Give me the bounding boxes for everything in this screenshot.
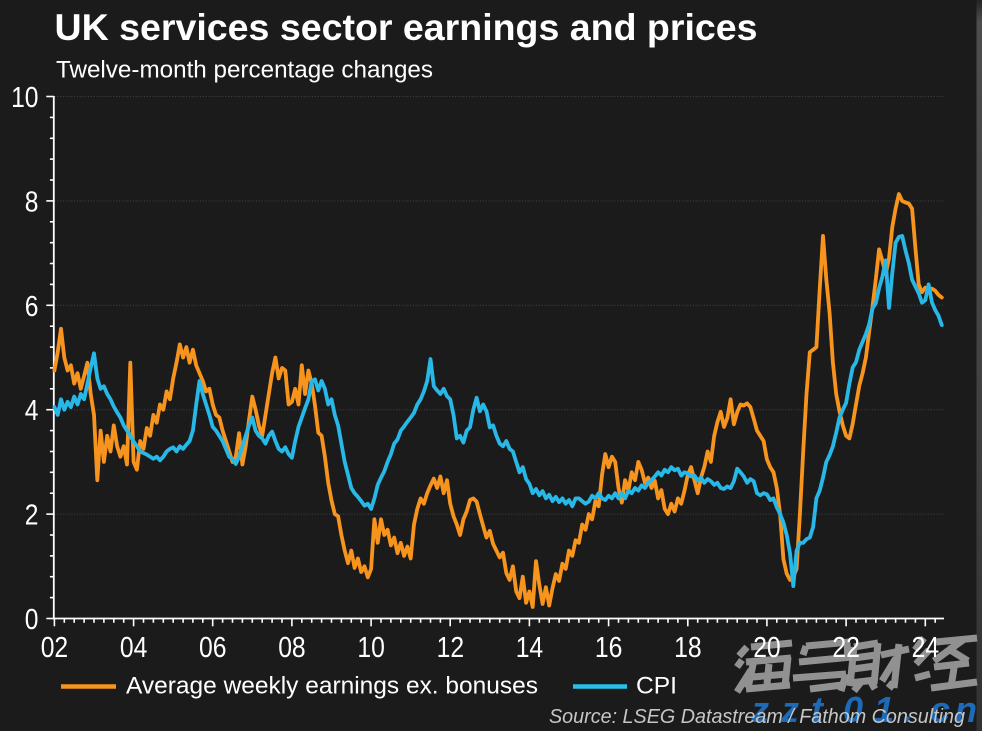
svg-text:2: 2 <box>25 500 39 532</box>
svg-text:22: 22 <box>832 632 860 664</box>
svg-text:Twelve-month percentage change: Twelve-month percentage changes <box>56 57 433 84</box>
svg-text:04: 04 <box>120 632 147 664</box>
svg-text:14: 14 <box>516 632 544 664</box>
svg-text:24: 24 <box>912 632 940 664</box>
svg-text:10: 10 <box>11 82 38 114</box>
svg-text:20: 20 <box>753 632 781 664</box>
svg-text:16: 16 <box>595 632 623 664</box>
svg-text:Source: LSEG Datastream / Fath: Source: LSEG Datastream / Fathom Consult… <box>549 706 965 728</box>
svg-text:4: 4 <box>25 395 39 427</box>
svg-text:UK services sector earnings an: UK services sector earnings and prices <box>55 7 758 48</box>
svg-text:12: 12 <box>437 632 465 664</box>
svg-text:6: 6 <box>25 291 39 323</box>
svg-text:CPI: CPI <box>636 673 677 700</box>
svg-text:08: 08 <box>278 632 306 664</box>
svg-text:10: 10 <box>357 632 385 664</box>
svg-text:0: 0 <box>25 604 39 636</box>
svg-text:Average weekly earnings ex. bo: Average weekly earnings ex. bonuses <box>126 673 538 700</box>
svg-text:06: 06 <box>199 632 227 664</box>
svg-text:8: 8 <box>25 186 39 218</box>
svg-text:02: 02 <box>41 632 68 664</box>
svg-text:18: 18 <box>674 632 702 664</box>
